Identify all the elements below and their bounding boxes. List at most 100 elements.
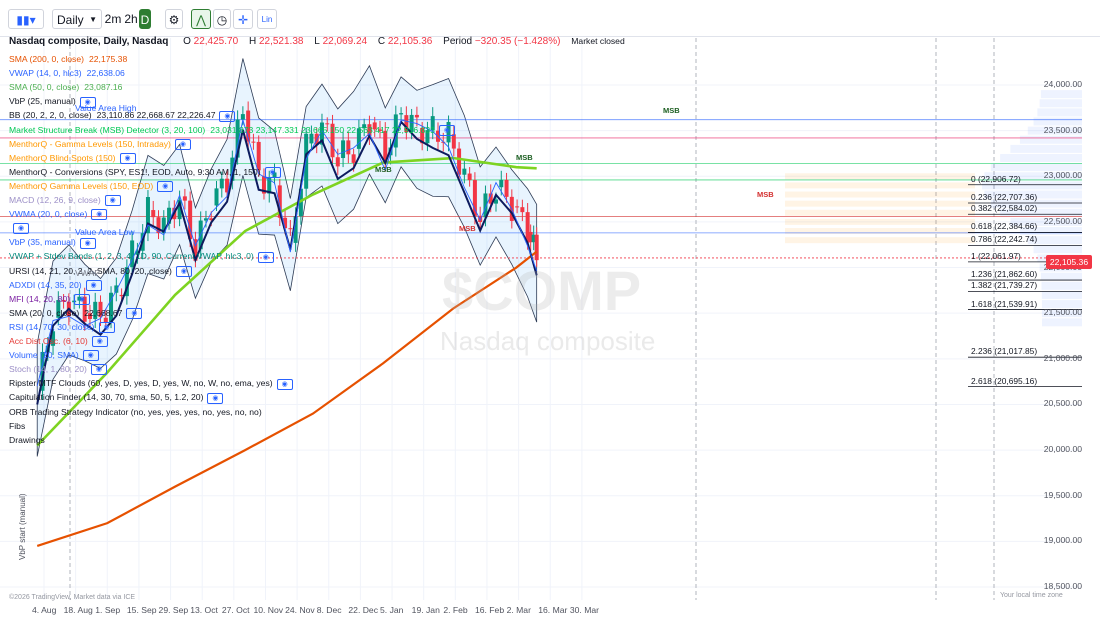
- value-area-low-label: Value Area Low: [75, 227, 135, 237]
- eye-icon[interactable]: ◉: [174, 138, 191, 150]
- eye-icon[interactable]: ◉: [276, 378, 293, 390]
- eye-icon[interactable]: ◉: [119, 152, 136, 164]
- legend-row[interactable]: ORB Trading Strategy Indicator (no, yes,…: [9, 405, 262, 419]
- eye-icon[interactable]: ◉: [82, 350, 99, 362]
- legend-row[interactable]: Market Structure Break (MSB) Detector (3…: [9, 123, 455, 137]
- candle-body: [272, 172, 277, 178]
- period-label: Period: [443, 36, 473, 47]
- eye-icon[interactable]: ◉: [79, 237, 96, 249]
- eye-icon[interactable]: ◉: [257, 251, 274, 263]
- eye-icon[interactable]: ◉: [126, 308, 143, 320]
- eye-icon[interactable]: ◉: [207, 392, 224, 404]
- legend-row[interactable]: Fibs: [9, 419, 25, 433]
- eye-icon[interactable]: ◉: [13, 223, 29, 235]
- msb-markers: MSB MSB MSB MSB MSB: [375, 106, 774, 233]
- vbp-start-label: VbP start (manual): [18, 493, 27, 560]
- crosshair-button[interactable]: ✛: [233, 9, 253, 29]
- replay-button[interactable]: ◷: [213, 9, 231, 29]
- candle-body: [531, 234, 536, 243]
- log-lin-toggle[interactable]: Lin: [257, 9, 277, 29]
- eye-icon[interactable]: ◉: [91, 336, 108, 348]
- legend-row[interactable]: VWMA (20, 0, close) ◉: [9, 207, 108, 221]
- eye-icon[interactable]: ◉: [79, 96, 96, 108]
- candle-body: [346, 140, 351, 155]
- period-value: −320.35 (−1.428%): [474, 36, 561, 47]
- legend-row[interactable]: Stoch (14, 1, 80, 20) ◉: [9, 362, 107, 376]
- candle-body: [161, 217, 166, 234]
- candle-body: [534, 234, 539, 261]
- eye-icon[interactable]: ◉: [175, 265, 192, 277]
- eye-icon[interactable]: ◉: [219, 110, 236, 122]
- legend-row[interactable]: MACD (12, 26, 9, close) ◉: [9, 193, 121, 207]
- legend-row[interactable]: SMA (20, 0, close) 22,668.67 ◉: [9, 306, 143, 320]
- open-label: O: [183, 36, 191, 47]
- candle-body: [478, 215, 483, 223]
- legend-label: MenthorQ - Gamma Levels (150, Intraday): [9, 138, 171, 149]
- legend-row[interactable]: Drawings: [9, 433, 45, 447]
- time-tick-label: 18. Aug: [63, 605, 93, 615]
- legend-row[interactable]: Acc Dist Osc. (6, 10) ◉: [9, 334, 108, 348]
- fib-level-label: 0.382 (22,584.02): [971, 203, 1038, 214]
- eye-icon[interactable]: ◉: [264, 167, 281, 179]
- eye-icon[interactable]: ◉: [74, 293, 91, 305]
- time-tick-label: 1. Sep: [95, 605, 121, 615]
- legend-value: 23,031.873 23,147.331 23,665.150 22,563.…: [210, 124, 435, 135]
- legend-row[interactable]: ◉: [9, 221, 29, 235]
- volume-profile-bar: [1041, 290, 1082, 299]
- legend-row[interactable]: RSI (14, 70, 30, close) ◉: [9, 320, 115, 334]
- eye-icon[interactable]: ◉: [91, 209, 108, 221]
- range-2m-button[interactable]: 2m: [104, 9, 122, 29]
- candle-body: [404, 115, 409, 133]
- legend-value: 22,638.06: [86, 68, 125, 79]
- candle-body: [56, 300, 61, 318]
- legend-row[interactable]: MenthorQ - Conversions (SPY, ES1!, EOD, …: [9, 165, 281, 179]
- candle-body: [82, 296, 87, 322]
- range-2h-button[interactable]: 2h: [122, 9, 140, 29]
- legend-row[interactable]: MFI (14, 20, 80) ◉: [9, 292, 91, 306]
- legend-row[interactable]: VbP (35, manual) ◉: [9, 235, 96, 249]
- eye-icon[interactable]: ◉: [85, 279, 102, 291]
- eye-icon[interactable]: ◉: [438, 124, 455, 136]
- legend-row[interactable]: Ripster MTF Clouds (60, yes, D, yes, D, …: [9, 376, 293, 390]
- volume-profile-bar: [1027, 236, 1082, 245]
- volume-profile-bar: [984, 172, 1082, 181]
- eye-icon[interactable]: ◉: [90, 364, 107, 376]
- legend-row[interactable]: Capitulation Finder (14, 30, 70, sma, 50…: [9, 390, 224, 404]
- vwap-line: [36, 119, 538, 387]
- eye-icon[interactable]: ◉: [104, 195, 121, 207]
- candle-body: [77, 296, 82, 301]
- legend-row[interactable]: VWAP + Stdev Bands (1, 2, 3, 4, 1D, 90, …: [9, 249, 274, 263]
- legend-row[interactable]: URSI (14, 21, 20, 2, 2, SMA, 80, 20, clo…: [9, 264, 192, 278]
- legend-row[interactable]: MenthorQ Gamma Levels (150, EOD) ◉: [9, 179, 174, 193]
- volume-profile-bar: [1000, 208, 1082, 217]
- legend-label: RSI (14, 70, 30, close): [9, 321, 95, 332]
- watermark-name: Nasdaq composite: [440, 326, 656, 356]
- legend-row[interactable]: ADXDI (14, 35, 20) ◉: [9, 278, 102, 292]
- volume-profile-bar: [785, 209, 975, 216]
- settings-gear-button[interactable]: ⚙: [165, 9, 183, 29]
- eye-icon[interactable]: ◉: [157, 181, 174, 193]
- price-tick-label: 22,500.00: [1043, 215, 1082, 226]
- legend-row[interactable]: VWAP (14, 0, hlc3) 22,638.06: [9, 66, 125, 80]
- sma50-line: [36, 156, 537, 447]
- eye-icon[interactable]: ◉: [98, 322, 115, 334]
- range-d-button[interactable]: D: [139, 9, 151, 29]
- volume-profile-bar: [1019, 227, 1082, 236]
- candle-body: [499, 179, 504, 188]
- legend-row[interactable]: MenthorQ - Gamma Levels (150, Intraday) ◉: [9, 137, 191, 151]
- legend-row[interactable]: SMA (200, 0, close) 22,175.38: [9, 52, 127, 66]
- legend-row[interactable]: MenthorQ Blind Spots (150) ◉: [9, 151, 136, 165]
- legend-row[interactable]: VbP (25, manual) ◉: [9, 94, 96, 108]
- legend-row[interactable]: SMA (50, 0, close) 23,087.16: [9, 80, 122, 94]
- candle-body: [462, 168, 467, 175]
- legend-row[interactable]: Volume (20, SMA) ◉: [9, 348, 99, 362]
- legend-label: Stoch (14, 1, 80, 20): [9, 364, 87, 375]
- legend-label: MFI (14, 20, 80): [9, 293, 71, 304]
- chart-type-button[interactable]: ▮▮▾: [8, 9, 44, 29]
- legend-label: ORB Trading Strategy Indicator (no, yes,…: [9, 406, 262, 417]
- legend-row[interactable]: BB (20, 2, 2, 0, close) 23,110.86 22,668.…: [9, 108, 236, 122]
- fib-level-label: 0.618 (22,384.66): [971, 221, 1038, 232]
- interval-select[interactable]: Daily ▼: [52, 9, 102, 29]
- candle-body: [362, 124, 367, 129]
- indicator-button[interactable]: ⋀: [191, 9, 211, 29]
